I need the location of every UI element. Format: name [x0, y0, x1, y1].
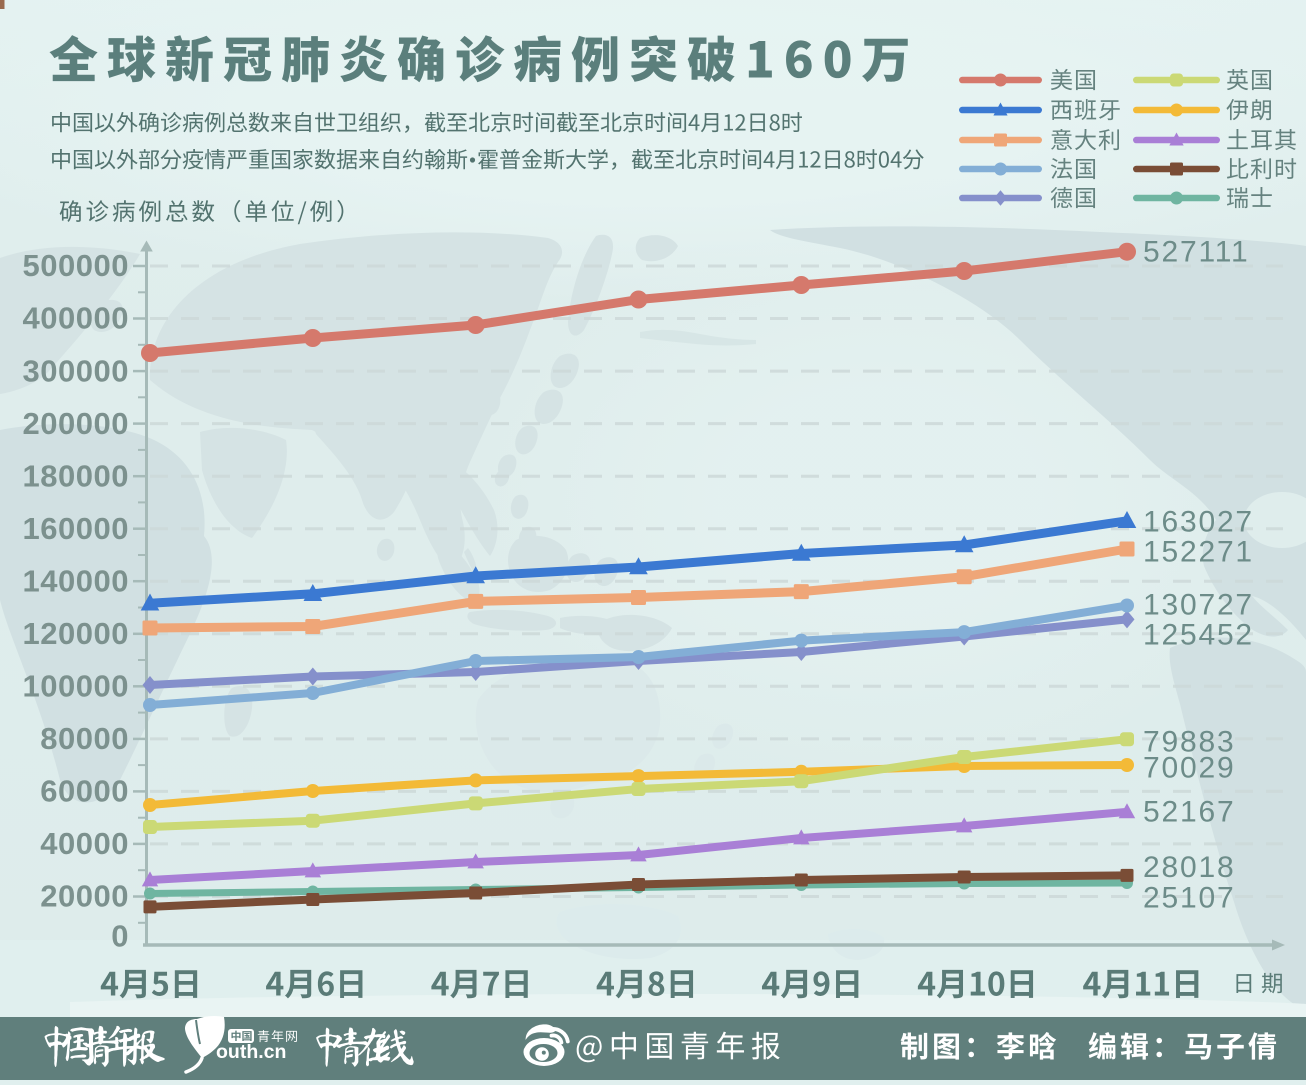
svg-text:180000: 180000: [23, 458, 129, 493]
svg-text:20000: 20000: [40, 879, 129, 914]
svg-text:152271: 152271: [1143, 536, 1254, 569]
svg-text:60000: 60000: [40, 774, 129, 809]
svg-text:40000: 40000: [40, 826, 129, 861]
svg-text:527111: 527111: [1143, 236, 1249, 269]
svg-text:outh.cn: outh.cn: [216, 1041, 286, 1063]
svg-text:52167: 52167: [1143, 796, 1235, 829]
svg-text:80000: 80000: [40, 721, 129, 756]
svg-text:100000: 100000: [23, 669, 129, 704]
svg-text:70029: 70029: [1143, 752, 1235, 785]
svg-text:500000: 500000: [23, 248, 129, 283]
svg-text:300000: 300000: [23, 353, 129, 388]
svg-text:160000: 160000: [23, 511, 129, 546]
svg-text:163027: 163027: [1143, 506, 1254, 539]
svg-text:79883: 79883: [1143, 726, 1235, 759]
svg-text:125452: 125452: [1143, 619, 1254, 652]
svg-text:140000: 140000: [23, 563, 129, 598]
svg-text:130727: 130727: [1143, 589, 1254, 622]
svg-text:120000: 120000: [23, 616, 129, 651]
svg-text:400000: 400000: [23, 301, 129, 336]
svg-text:28018: 28018: [1143, 851, 1235, 884]
svg-text:0: 0: [111, 919, 128, 954]
svg-text:200000: 200000: [23, 406, 129, 441]
svg-text:25107: 25107: [1143, 882, 1235, 915]
